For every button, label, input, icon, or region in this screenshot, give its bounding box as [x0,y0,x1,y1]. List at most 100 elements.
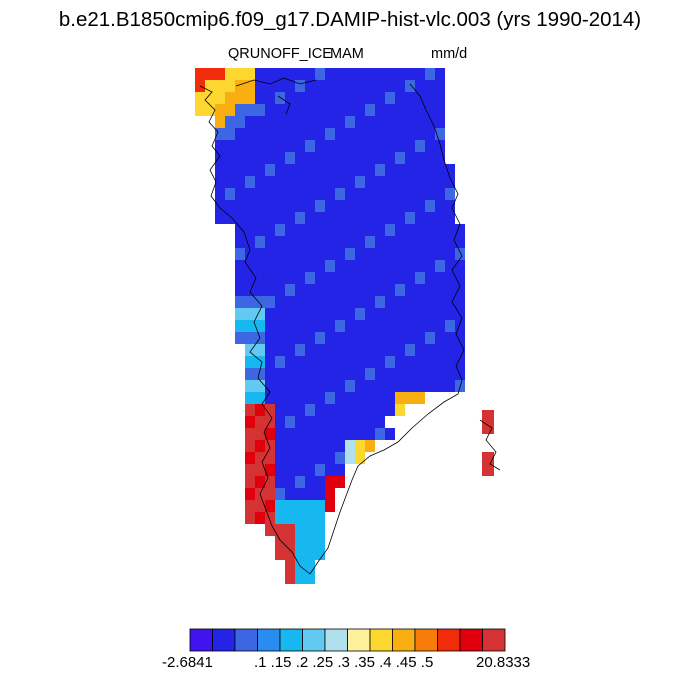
colorbar-min-label: -2.6841 [162,654,213,671]
map-cell [295,428,305,440]
map-cell [435,368,445,380]
map-cell [215,152,225,164]
map-cell [325,116,335,128]
map-cell [295,248,305,260]
map-cell [265,524,275,536]
map-cell [385,272,395,284]
map-cell [255,512,265,524]
map-cell [305,80,315,92]
map-cell [345,200,355,212]
map-cell [355,248,365,260]
map-cell [285,464,295,476]
map-cell [305,164,315,176]
map-cell [305,116,315,128]
map-cell [345,416,355,428]
map-cell [445,272,455,284]
map-cell [235,308,245,320]
map-cell [295,404,305,416]
map-cell [325,140,335,152]
map-cell [435,68,445,80]
map-cell [265,344,275,356]
map-cell [415,128,425,140]
map-cell [265,140,275,152]
map-cell [265,248,275,260]
map-cell [305,140,315,152]
map-cell [405,104,415,116]
map-cell [255,80,265,92]
map-cell [425,356,435,368]
map-cell [275,80,285,92]
coastline-islands-small [277,95,291,115]
map-cell [355,356,365,368]
map-cell [315,248,325,260]
map-cell [335,104,345,116]
map-cell [365,140,375,152]
map-cell [305,380,315,392]
map-cell [355,368,365,380]
map-cell [265,296,275,308]
map-cell [375,248,385,260]
map-cell [385,92,395,104]
map-cell [305,416,315,428]
map-cell [395,368,405,380]
map-cell [235,140,245,152]
map-cell [285,404,295,416]
map-cell [235,116,245,128]
map-cell [355,140,365,152]
map-cell [245,236,255,248]
map-cell [295,104,305,116]
map-cell [285,416,295,428]
map-cell [325,272,335,284]
map-cell [405,176,415,188]
map-cell [325,248,335,260]
map-cell [385,404,395,416]
map-cell [295,476,305,488]
map-cell [245,320,255,332]
map-cell [325,452,335,464]
map-cell [365,164,375,176]
map-cell [375,344,385,356]
map-cell [385,188,395,200]
map-cell [425,188,435,200]
map-cell [435,152,445,164]
map-cell [215,80,225,92]
map-cell [275,260,285,272]
map-cell [285,128,295,140]
map-cell [275,392,285,404]
map-cell [435,272,445,284]
map-cell [455,320,465,332]
map-cell [345,404,355,416]
map-cell [455,272,465,284]
map-cell-island [482,422,494,434]
map-cell [345,452,355,464]
map-cell [415,296,425,308]
map-cell [335,296,345,308]
map-cell [415,176,425,188]
map-cell [405,212,415,224]
map-cell [245,104,255,116]
map-cell [255,224,265,236]
map-cell [255,356,265,368]
map-cell [435,164,445,176]
map-cell [335,356,345,368]
map-cell [305,200,315,212]
map-cell [325,488,335,500]
map-cell [385,260,395,272]
map-cell [415,164,425,176]
map-cell [285,440,295,452]
map-cell [395,260,405,272]
map-cell [365,92,375,104]
map-cell [245,488,255,500]
map-cell [455,248,465,260]
map-cell [355,308,365,320]
map-cell [455,236,465,248]
map-cell [295,224,305,236]
map-cell [445,188,455,200]
map-cell [405,260,415,272]
map-cell [225,80,235,92]
map-cell [245,308,255,320]
map-cell [235,176,245,188]
map-cell [385,140,395,152]
map-cell [285,116,295,128]
